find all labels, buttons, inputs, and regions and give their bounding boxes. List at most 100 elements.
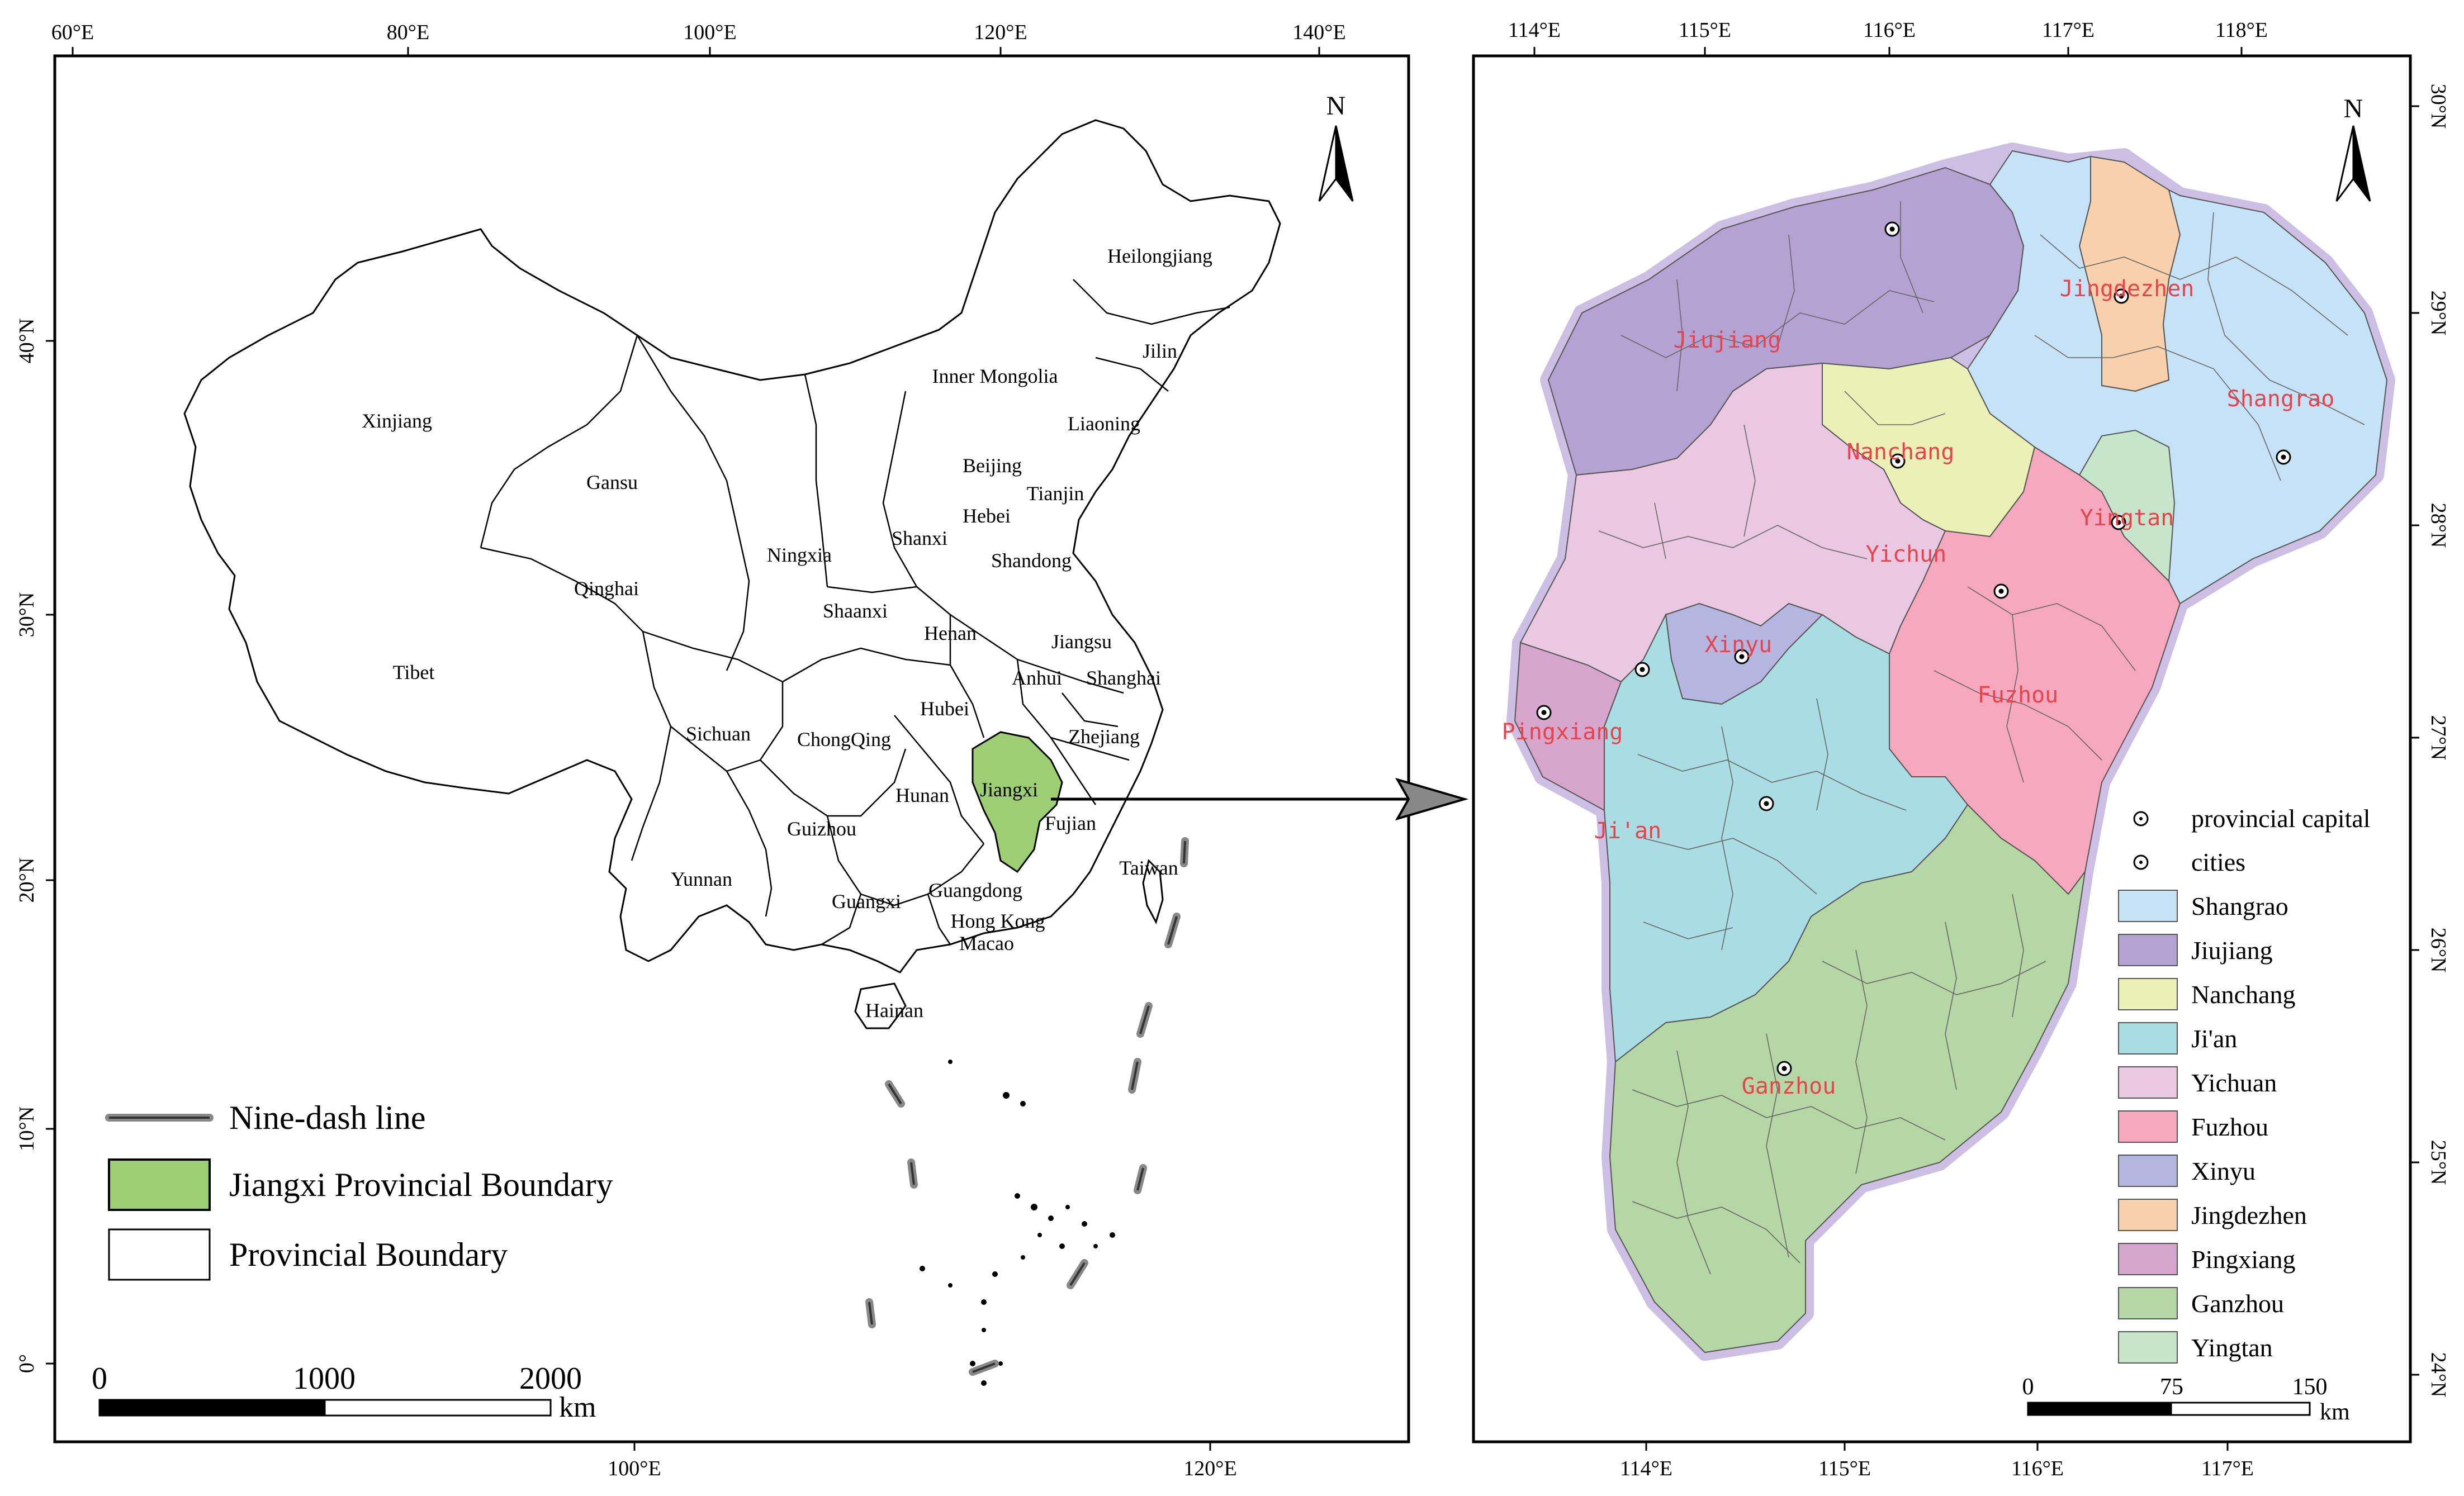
scale-label: 1000: [293, 1361, 356, 1396]
province-label: Tibet: [393, 661, 435, 683]
province-label: Zhejiang: [1068, 725, 1140, 748]
jiangxi-right-tick: 26°N: [2427, 928, 2450, 973]
province-label: Hunan: [895, 784, 949, 806]
china-left-tick: 20°N: [15, 858, 39, 903]
province-label: Shanxi: [892, 527, 947, 549]
city-label: Shangrao: [2227, 386, 2335, 412]
county-boundaries: [1598, 201, 2365, 1275]
china-top-tick: 120°E: [974, 21, 1027, 44]
province-label: Yunnan: [671, 868, 732, 890]
legend-label: Yingtan: [2191, 1333, 2273, 1362]
jiangxi-right-tick: 29°N: [2427, 291, 2450, 336]
jiangxi-right-tick: 28°N: [2427, 503, 2450, 548]
jiangxi-right-ticks: 30°N 29°N 28°N 27°N 26°N 25°N 24°N: [2410, 84, 2450, 1397]
china-scale-bar: 0 1000 2000 km: [92, 1361, 596, 1423]
legend-label: Fuzhou: [2191, 1113, 2268, 1141]
jiangxi-highlight: [972, 731, 1063, 873]
legend-swatch: [2118, 1066, 2178, 1099]
legend-label: Jiujiang: [2191, 936, 2273, 965]
scale-label: 0: [2022, 1374, 2034, 1400]
legend-label: Ganzhou: [2191, 1289, 2284, 1318]
hainan-island: [854, 982, 907, 1029]
jiangxi-bottom-ticks: 114°E 115°E 116°E 117°E: [1620, 1442, 2254, 1480]
province-label: Hebei: [963, 505, 1011, 527]
china-top-tick: 80°E: [387, 21, 429, 44]
legend-swatch: [2118, 890, 2178, 922]
jiangxi-top-tick: 116°E: [1863, 18, 1916, 42]
jiangxi-right-tick: 30°N: [2427, 84, 2450, 129]
jiangxi-bottom-tick: 116°E: [2011, 1457, 2064, 1480]
city-label: Nanchang: [1847, 439, 1955, 465]
china-left-tick: 40°N: [15, 319, 39, 364]
china-left-tick: 0°: [15, 1354, 39, 1373]
province-label: Xinjiang: [362, 410, 432, 432]
china-top-tick: 100°E: [683, 21, 736, 44]
legend-label: Pingxiang: [2191, 1245, 2296, 1274]
jiangxi-color-legend: Shangrao Jiujiang Nanchang Ji'an Yichuan Fuzh…: [2118, 890, 2307, 1364]
jiangxi-north-arrow: N: [2335, 94, 2371, 202]
city-label: Xinyu: [1705, 632, 1772, 658]
legend-label: Yichuan: [2191, 1068, 2277, 1097]
china-map-panel: 60°E 80°E 100°E 120°E 140°E 100°E 120°E …: [15, 21, 1469, 1480]
legend-swatch: [2118, 1199, 2178, 1231]
china-top-tick: 140°E: [1292, 21, 1345, 44]
legend-swatch: [2118, 1110, 2178, 1143]
province-label: Shanghai: [1086, 667, 1161, 689]
legend-label: Shangrao: [2191, 892, 2288, 920]
jiangxi-bottom-tick: 114°E: [1620, 1457, 1672, 1480]
province-label: Ningxia: [767, 544, 832, 566]
legend-label: provincial capital: [2191, 804, 2371, 833]
province-label: Guangxi: [832, 890, 901, 913]
province-label: Gansu: [586, 471, 638, 493]
city-label: Jiujiang: [1674, 327, 1781, 353]
taiwan-island: [1142, 859, 1164, 924]
region-ganzhou: [1609, 804, 2086, 1353]
scale-label: 75: [2160, 1374, 2183, 1400]
jiangxi-bottom-tick: 117°E: [2201, 1457, 2254, 1480]
province-label: Sichuan: [686, 723, 751, 745]
province-label: Beijing: [963, 454, 1022, 477]
legend-label: Nine-dash line: [229, 1099, 426, 1136]
city-label: Yichun: [1866, 542, 1947, 567]
province-legend-swatch: [108, 1228, 211, 1281]
province-label: Fujian: [1045, 812, 1096, 834]
north-label: N: [1326, 91, 1346, 121]
province-label: Shaanxi: [823, 600, 888, 622]
legend-label: Jingdezhen: [2191, 1201, 2307, 1229]
jiangxi-legend-swatch: [108, 1158, 211, 1211]
legend-swatch: [2118, 978, 2178, 1010]
china-top-tick: 60°E: [51, 21, 94, 44]
scale-label: 0: [92, 1361, 107, 1396]
china-bottom-ticks: 100°E 120°E: [608, 1442, 1237, 1480]
province-label: Hainan: [865, 999, 923, 1022]
province-label: Liaoning: [1068, 412, 1140, 435]
province-label: ChongQing: [797, 728, 891, 751]
city-label: Ji'an: [1594, 818, 1661, 844]
scale-label: 150: [2292, 1374, 2328, 1400]
china-legend: Nine-dash line Jiangxi Provincial Bounda…: [105, 1099, 613, 1281]
south-china-sea-islands: [920, 1060, 1115, 1386]
jiangxi-right-tick: 25°N: [2427, 1140, 2450, 1185]
legend-swatch: [2118, 1331, 2178, 1364]
china-north-arrow: N: [1318, 91, 1354, 202]
city-label: Fuzhou: [1978, 682, 2059, 708]
province-label: Jiangxi: [980, 778, 1038, 801]
legend-swatch: [2118, 1022, 2178, 1055]
jiangxi-top-tick: 114°E: [1508, 18, 1561, 42]
province-label: Jiangsu: [1051, 630, 1112, 653]
legend-label: Ji'an: [2191, 1024, 2237, 1053]
china-bottom-tick: 120°E: [1183, 1457, 1236, 1480]
scale-unit: km: [2320, 1399, 2350, 1425]
jiangxi-top-ticks: 114°E 115°E 116°E 117°E 118°E: [1508, 18, 2268, 56]
province-label: Shandong: [991, 549, 1072, 572]
jiangxi-map-panel: 114°E 115°E 116°E 117°E 118°E 114°E 115°…: [1472, 18, 2450, 1480]
scale-label: 2000: [519, 1361, 582, 1396]
china-left-tick: 10°N: [15, 1106, 39, 1152]
china-province-labels: Heilongjiang Jilin Liaoning Inner Mongol…: [362, 245, 1212, 1022]
province-label: Hubei: [920, 697, 969, 720]
legend-swatch: [2118, 1287, 2178, 1319]
china-province-boundaries: [480, 279, 1230, 946]
legend-label: Nanchang: [2191, 980, 2295, 1009]
province-label: Jilin: [1143, 340, 1177, 362]
jiangxi-legend: provincial capital cities: [2133, 804, 2371, 876]
